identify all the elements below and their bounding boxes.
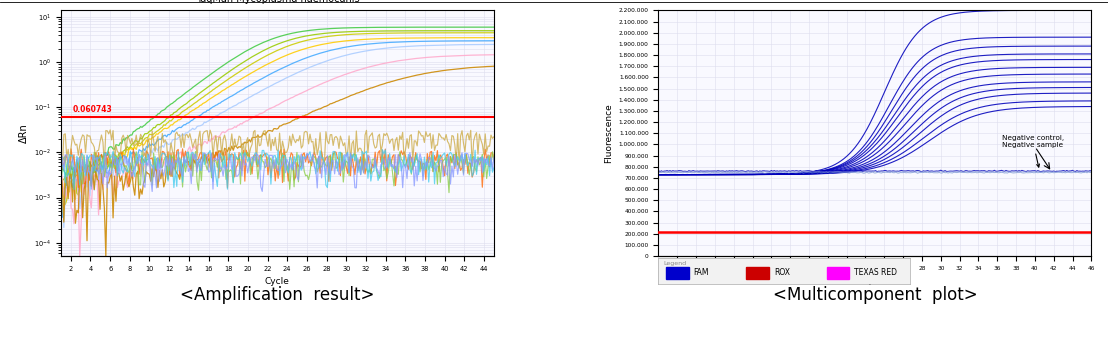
Bar: [747, 267, 769, 279]
Text: TEXAS RED: TEXAS RED: [854, 268, 897, 277]
Text: FAM: FAM: [694, 268, 709, 277]
Text: 0.060743: 0.060743: [73, 105, 113, 114]
Text: <Amplification  result>: <Amplification result>: [181, 286, 375, 305]
Text: Legend: Legend: [664, 261, 687, 266]
Y-axis label: ΔRn: ΔRn: [19, 124, 29, 143]
Y-axis label: Fluorescence: Fluorescence: [604, 104, 613, 163]
Text: Negative control,
Negative sample: Negative control, Negative sample: [1002, 136, 1064, 167]
Title: TaqMan Mycoplasma haemocanis: TaqMan Mycoplasma haemocanis: [196, 0, 359, 4]
Text: ROX: ROX: [773, 268, 790, 277]
Bar: [827, 267, 849, 279]
Text: <Multicomponent  plot>: <Multicomponent plot>: [772, 286, 977, 305]
X-axis label: Cycle: Cycle: [265, 277, 290, 286]
Bar: [666, 267, 688, 279]
X-axis label: Cycle: Cycle: [862, 276, 888, 285]
